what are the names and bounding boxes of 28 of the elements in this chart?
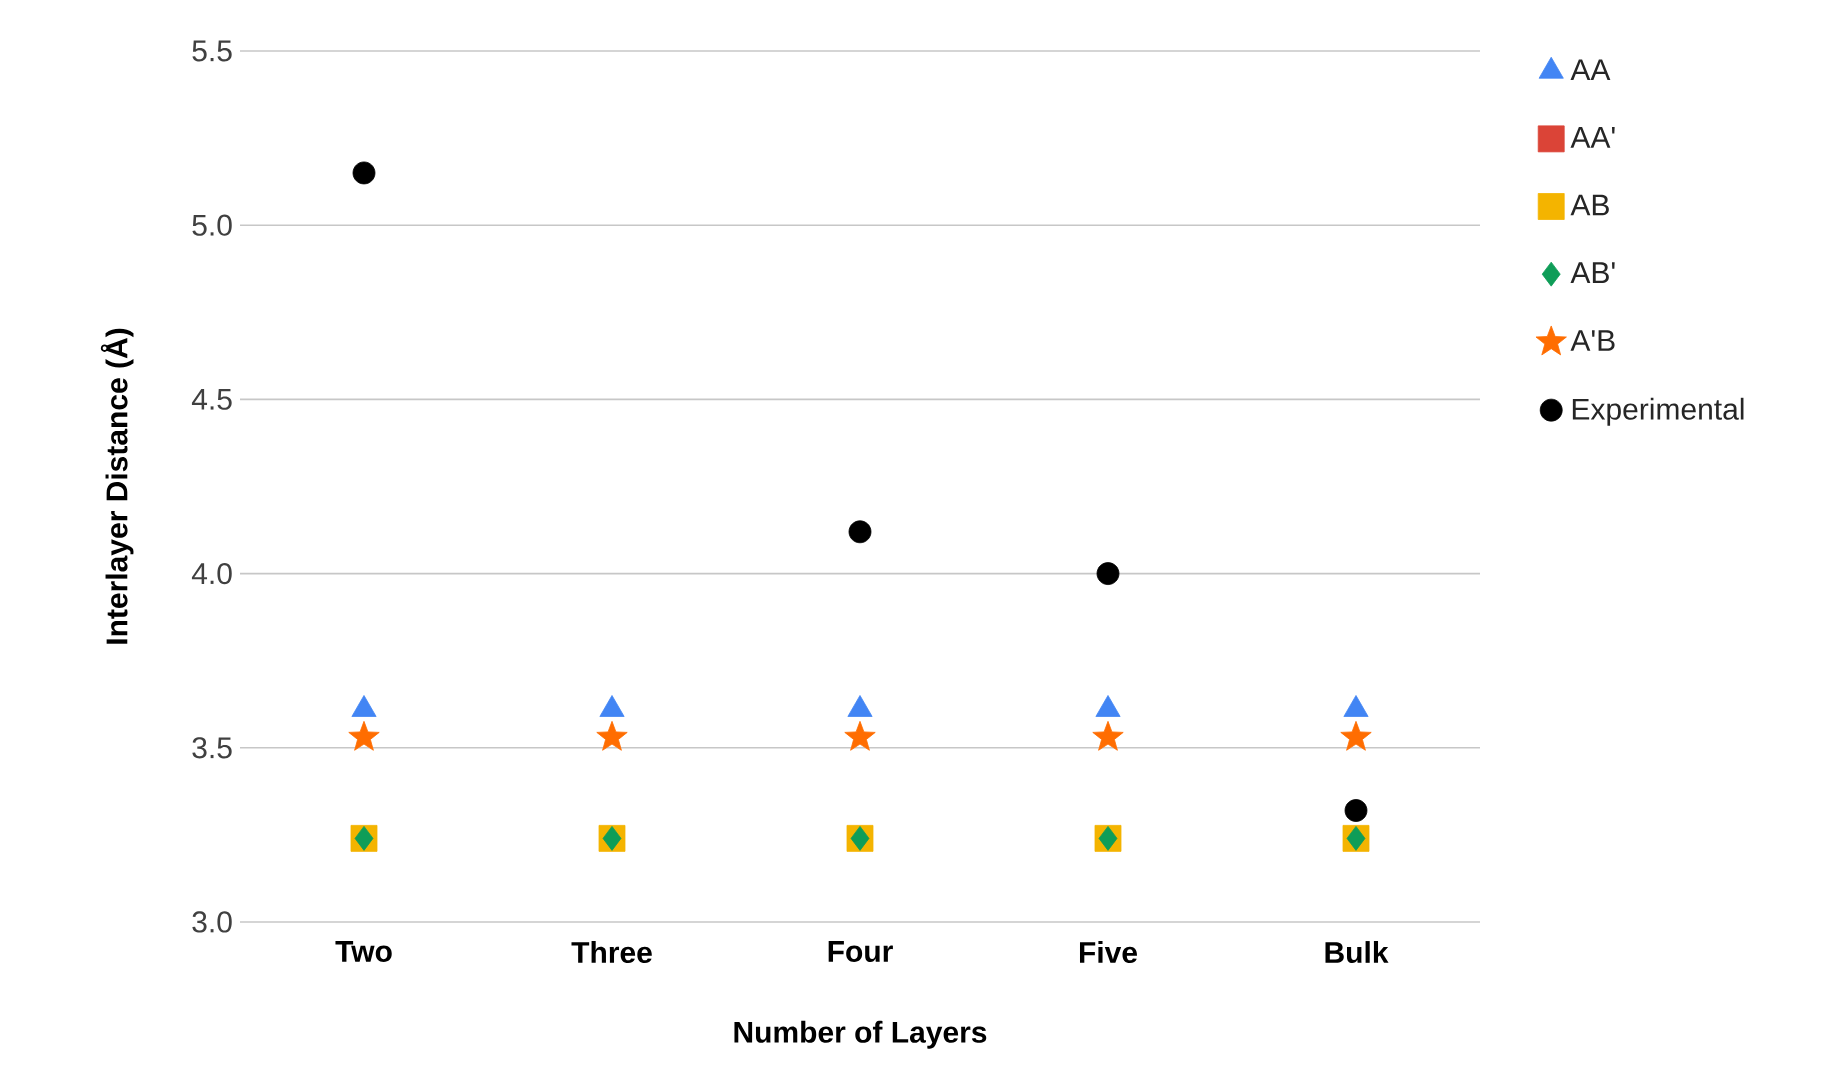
legend-label: A'B xyxy=(1570,330,1615,351)
x-axis-title: Number of Layers xyxy=(734,1020,987,1049)
y-tick-label: 5.5 xyxy=(192,40,232,62)
legend-label: Experimental xyxy=(1572,397,1744,426)
point xyxy=(596,720,628,751)
point xyxy=(1092,720,1124,751)
y-tick-label: 5.0 xyxy=(192,214,232,236)
x-tick-label: Bulk xyxy=(1325,941,1389,964)
y-tick-label: 3.5 xyxy=(192,737,232,759)
legend-label: AB xyxy=(1570,194,1609,216)
y-tick-label: 4.5 xyxy=(191,388,232,410)
x-tick-label: Two xyxy=(335,941,392,962)
point xyxy=(1096,562,1120,585)
y-axis-title: Interlayer Distance (Å) xyxy=(100,328,134,644)
legend-label: AB' xyxy=(1570,262,1615,283)
x-tick-label: Five xyxy=(1079,941,1137,964)
point xyxy=(1344,799,1368,822)
point xyxy=(348,720,380,751)
legend-label: AA xyxy=(1570,59,1611,81)
point xyxy=(848,520,872,544)
point xyxy=(1340,720,1372,751)
x-tick-label: Four xyxy=(828,941,893,962)
point xyxy=(844,720,876,751)
point xyxy=(352,161,376,185)
x-tick-label: Three xyxy=(571,941,652,964)
y-tick-label: 3.0 xyxy=(192,911,232,933)
legend-label: AA' xyxy=(1570,127,1615,148)
y-tick-label: 4.0 xyxy=(191,562,232,585)
